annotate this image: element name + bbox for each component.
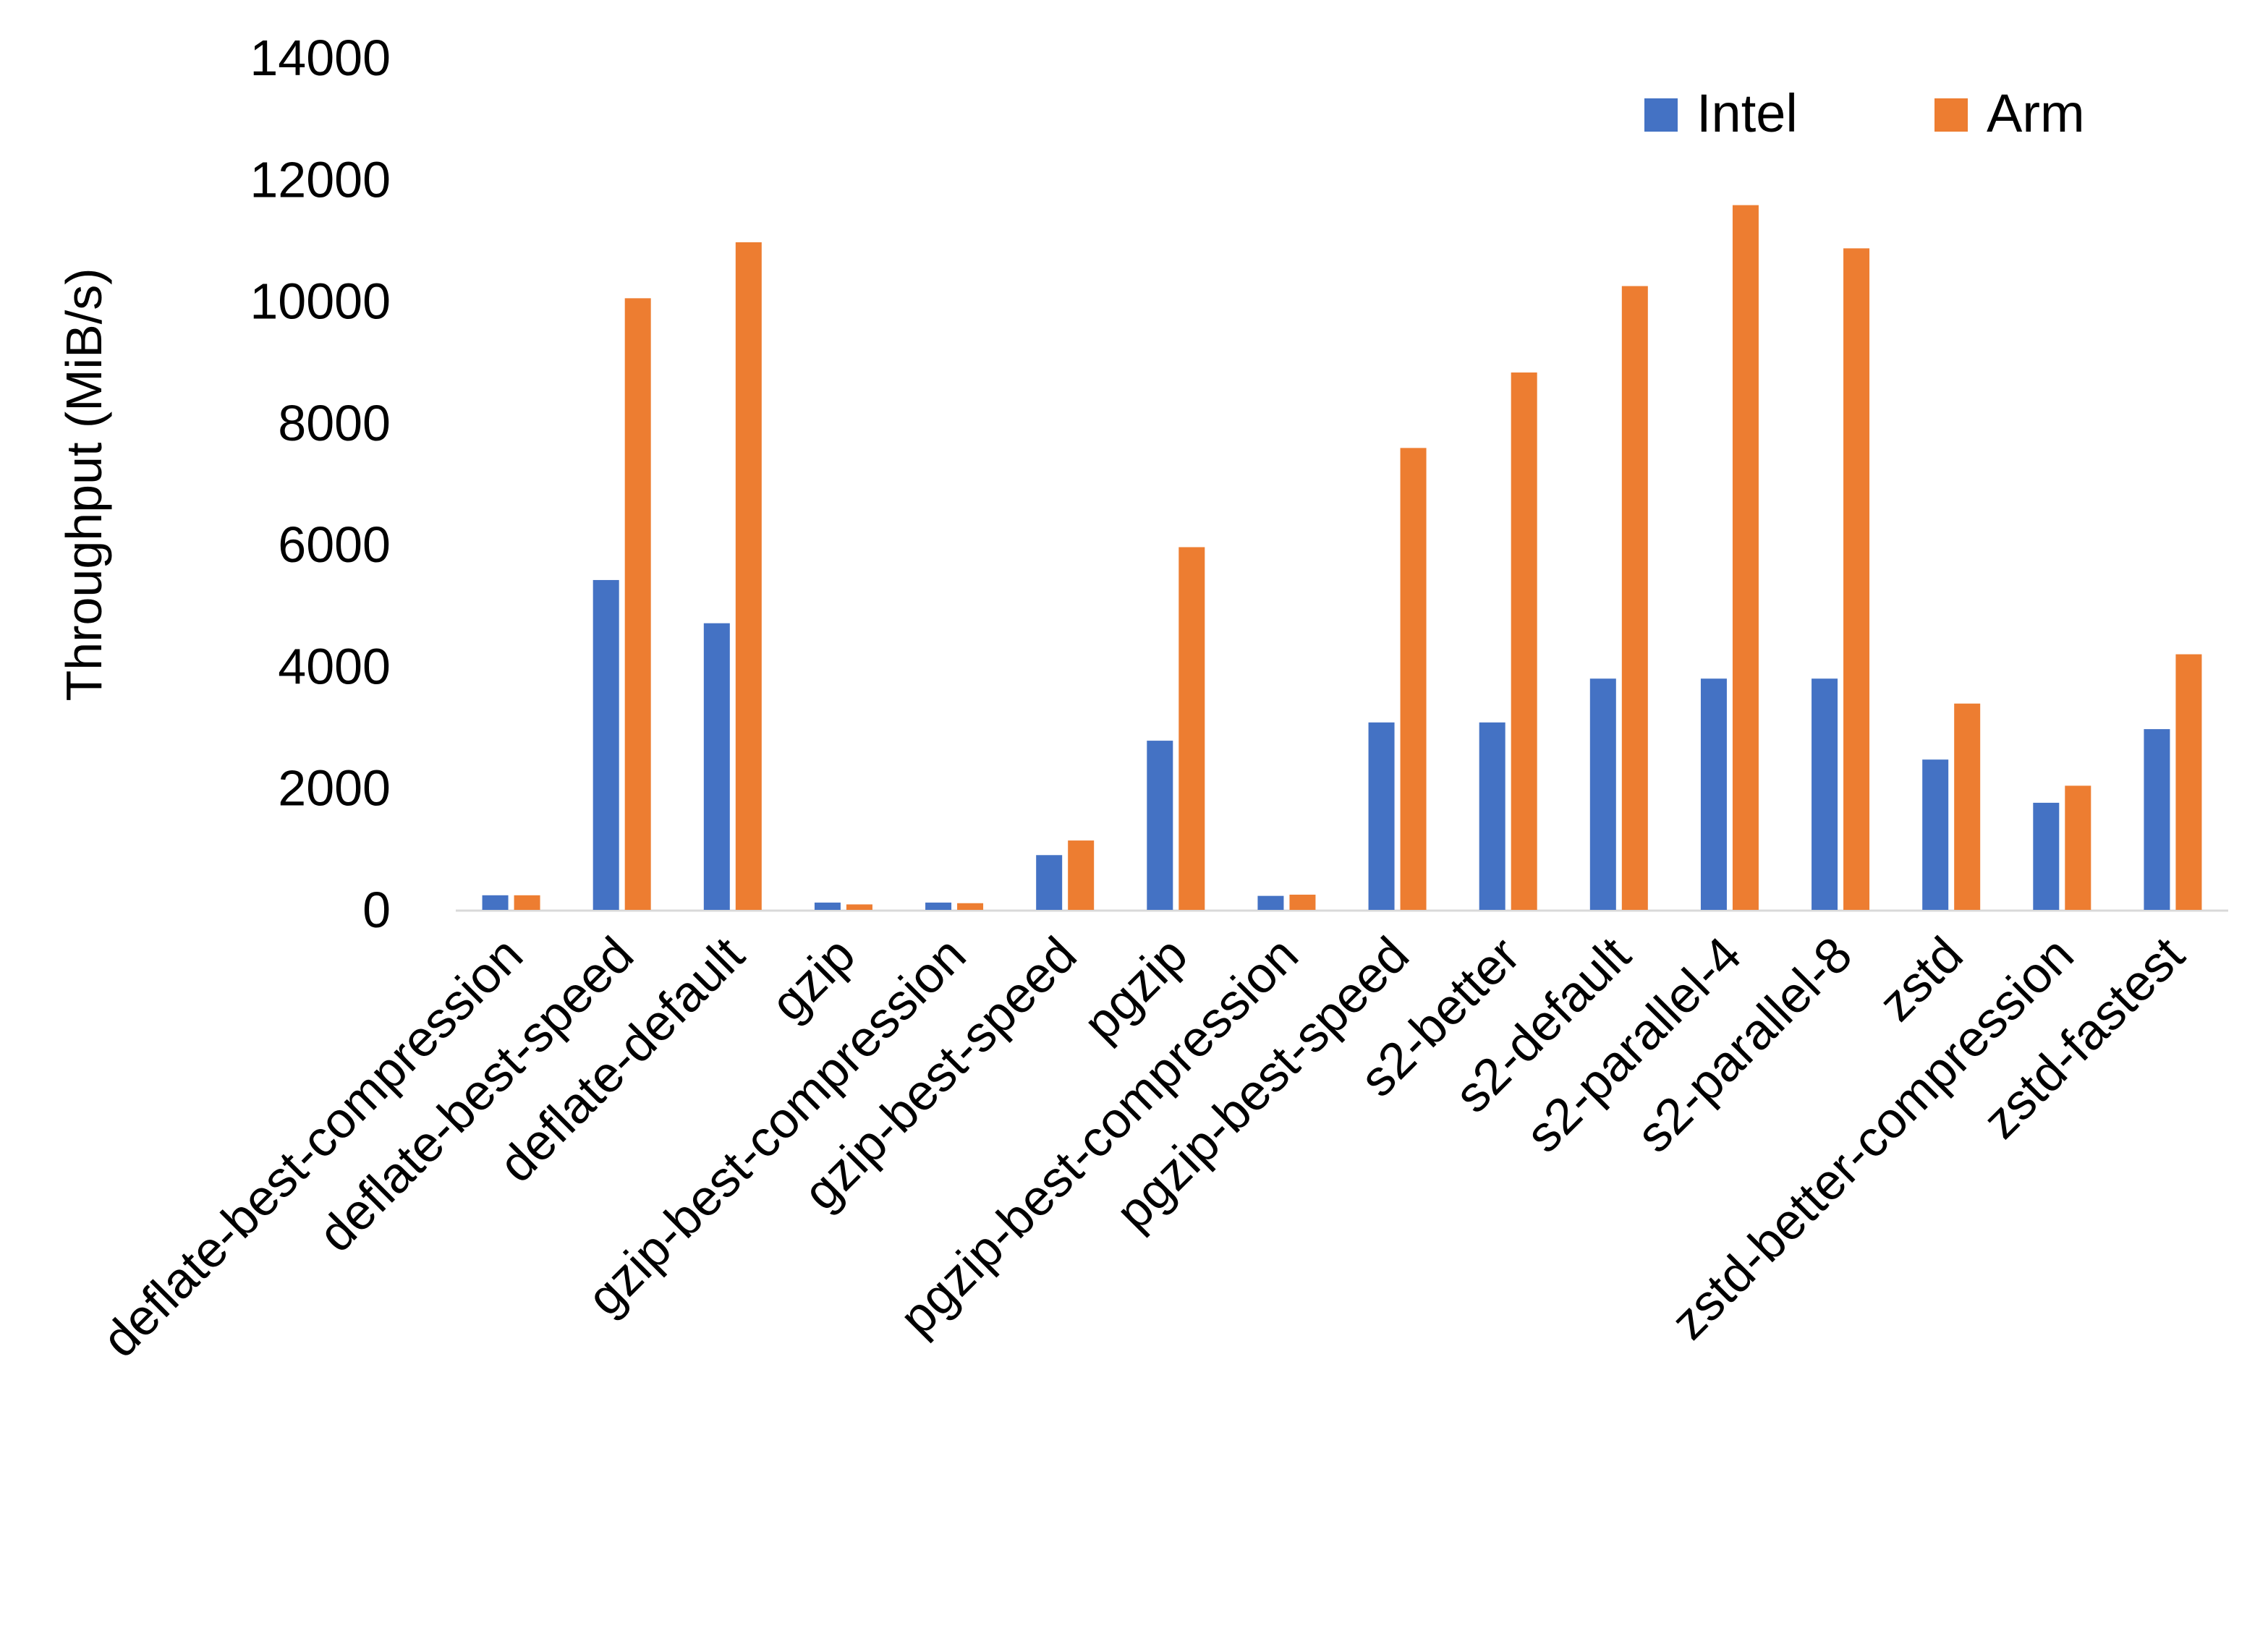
bar-arm-zstd-better-compression: [2065, 785, 2091, 910]
bars: [482, 205, 2202, 911]
bar-intel-s2-parallel-8: [1812, 678, 1838, 910]
legend-swatch-intel: [1644, 98, 1678, 132]
bar-intel-deflate-default: [703, 623, 730, 910]
y-tick-label: 6000: [278, 516, 391, 573]
bar-intel-gzip-best-speed: [1036, 855, 1063, 910]
bar-arm-gzip-best-compression: [957, 903, 984, 910]
y-tick-label: 0: [362, 882, 391, 938]
bar-intel-pgzip-best-speed: [1368, 722, 1395, 910]
bar-intel-pgzip: [1147, 741, 1173, 910]
bar-intel-gzip-best-compression: [925, 902, 952, 910]
bar-arm-zstd: [1954, 703, 1981, 910]
bar-arm-pgzip: [1178, 547, 1205, 910]
bar-arm-gzip-best-speed: [1068, 840, 1095, 910]
bar-intel-deflate-best-speed: [593, 579, 619, 910]
bar-arm-s2-parallel-8: [1843, 248, 1870, 910]
bar-intel-s2-better: [1479, 722, 1505, 910]
legend: Intel Arm: [1644, 83, 2085, 143]
bar-arm-gzip: [846, 904, 872, 910]
y-tick-label: 4000: [278, 638, 391, 694]
bar-arm-deflate-default: [735, 242, 762, 910]
bar-arm-pgzip-best-compression: [1289, 894, 1316, 910]
x-axis-labels: deflate-best-compressiondeflate-best-spe…: [91, 926, 2195, 1368]
bar-intel-gzip: [814, 902, 841, 910]
bar-intel-s2-parallel-4: [1700, 678, 1727, 910]
bar-arm-zstd-fastest: [2175, 654, 2202, 910]
bar-intel-zstd: [1922, 759, 1949, 910]
bar-arm-s2-better: [1511, 372, 1537, 910]
x-tick-label: deflate-best-compression: [91, 926, 533, 1368]
bar-intel-zstd-better-compression: [2033, 802, 2060, 910]
legend-label-arm: Arm: [1987, 83, 2085, 143]
bar-arm-s2-parallel-4: [1732, 205, 1759, 910]
legend-label-intel: Intel: [1696, 83, 1798, 143]
bar-arm-deflate-best-speed: [624, 298, 651, 911]
y-tick-label: 10000: [250, 273, 391, 330]
bar-arm-s2-default: [1621, 286, 1648, 910]
y-axis-ticks: 0 2000 4000 6000 8000 10000 12000 14000: [250, 30, 391, 938]
y-tick-label: 8000: [278, 395, 391, 451]
y-axis-label: Throughput (MiB/s): [56, 268, 112, 701]
bar-intel-s2-default: [1589, 678, 1616, 910]
bar-arm-pgzip-best-speed: [1400, 448, 1427, 910]
bar-arm-deflate-best-compression: [514, 895, 540, 910]
bar-intel-zstd-fastest: [2144, 729, 2170, 910]
legend-swatch-arm: [1934, 98, 1968, 132]
y-tick-label: 2000: [278, 760, 391, 817]
y-tick-label: 12000: [250, 151, 391, 208]
bar-intel-deflate-best-compression: [482, 895, 509, 910]
bar-intel-pgzip-best-compression: [1257, 895, 1284, 910]
y-tick-label: 14000: [250, 30, 391, 86]
